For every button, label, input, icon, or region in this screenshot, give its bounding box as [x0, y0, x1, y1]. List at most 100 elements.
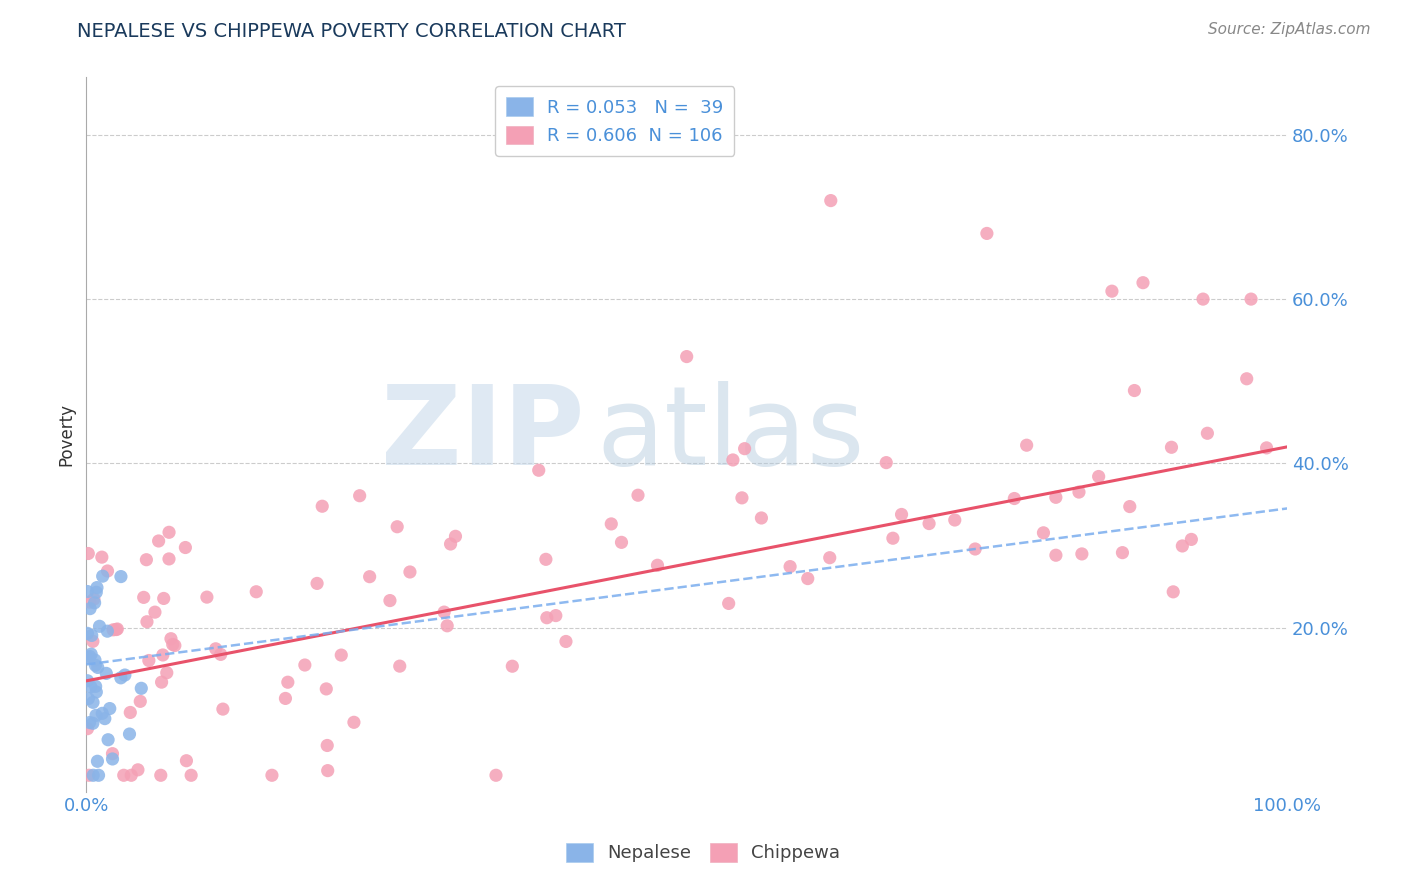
Point — [80, 647, 103, 661]
Point — [120, 768, 142, 782]
Point — [1171, 539, 1194, 553]
Point — [82, 634, 104, 648]
Point — [311, 500, 333, 514]
Point — [94, 712, 117, 726]
Point — [245, 584, 267, 599]
Point — [1123, 384, 1146, 398]
Point — [1045, 491, 1067, 505]
Point — [105, 623, 128, 637]
Point — [976, 227, 998, 241]
Point — [316, 764, 339, 778]
Point — [343, 715, 366, 730]
Point — [1087, 469, 1109, 483]
Point — [97, 732, 120, 747]
Point — [87, 660, 110, 674]
Point — [76, 626, 98, 640]
Point — [501, 659, 523, 673]
Point — [647, 558, 669, 573]
Point — [129, 694, 152, 708]
Point — [1192, 292, 1215, 306]
Point — [359, 570, 381, 584]
Point — [180, 768, 202, 782]
Point — [152, 648, 174, 662]
Point — [76, 673, 98, 688]
Point — [101, 752, 124, 766]
Point — [277, 675, 299, 690]
Point — [118, 727, 141, 741]
Point — [527, 463, 550, 477]
Point — [84, 679, 107, 693]
Point — [433, 605, 456, 619]
Point — [918, 516, 941, 531]
Point — [157, 552, 180, 566]
Point — [1032, 525, 1054, 540]
Point — [157, 525, 180, 540]
Point — [1002, 491, 1025, 506]
Point — [882, 531, 904, 545]
Point — [1161, 584, 1184, 599]
Point — [209, 648, 232, 662]
Point — [80, 628, 103, 642]
Y-axis label: Poverty: Poverty — [58, 403, 75, 466]
Point — [136, 615, 159, 629]
Point — [1045, 548, 1067, 562]
Point — [82, 716, 104, 731]
Point — [1132, 276, 1154, 290]
Point — [138, 653, 160, 667]
Point — [110, 569, 132, 583]
Point — [114, 668, 136, 682]
Point — [156, 665, 179, 680]
Point — [675, 350, 697, 364]
Point — [890, 508, 912, 522]
Point — [163, 639, 186, 653]
Point — [1067, 485, 1090, 500]
Point — [544, 608, 567, 623]
Point — [76, 584, 98, 599]
Point — [143, 605, 166, 619]
Point — [149, 768, 172, 782]
Point — [385, 520, 408, 534]
Point — [717, 596, 740, 610]
Point — [129, 681, 152, 696]
Point — [84, 585, 107, 599]
Point — [150, 675, 173, 690]
Point — [734, 442, 756, 456]
Point — [86, 754, 108, 768]
Point — [79, 715, 101, 730]
Point — [1256, 441, 1278, 455]
Point — [610, 535, 633, 549]
Point — [399, 565, 422, 579]
Point — [1240, 292, 1263, 306]
Point — [1070, 547, 1092, 561]
Point — [86, 581, 108, 595]
Point — [721, 453, 744, 467]
Point — [444, 529, 467, 543]
Point — [77, 768, 100, 782]
Point — [330, 648, 353, 662]
Point — [1111, 546, 1133, 560]
Point — [96, 564, 118, 578]
Point — [101, 747, 124, 761]
Point — [84, 653, 107, 667]
Point — [91, 706, 114, 721]
Point — [627, 488, 650, 502]
Point — [204, 641, 226, 656]
Point — [875, 456, 897, 470]
Point — [120, 706, 142, 720]
Point — [555, 634, 578, 648]
Point — [274, 691, 297, 706]
Point — [307, 576, 329, 591]
Legend: Nepalese, Chippewa: Nepalese, Chippewa — [558, 836, 848, 870]
Point — [105, 622, 128, 636]
Point — [77, 547, 100, 561]
Point — [536, 611, 558, 625]
Point — [943, 513, 966, 527]
Point — [388, 659, 411, 673]
Point — [110, 671, 132, 685]
Point — [965, 541, 987, 556]
Point — [96, 624, 118, 639]
Point — [89, 619, 111, 633]
Point — [195, 590, 218, 604]
Point — [98, 701, 121, 715]
Point — [79, 649, 101, 664]
